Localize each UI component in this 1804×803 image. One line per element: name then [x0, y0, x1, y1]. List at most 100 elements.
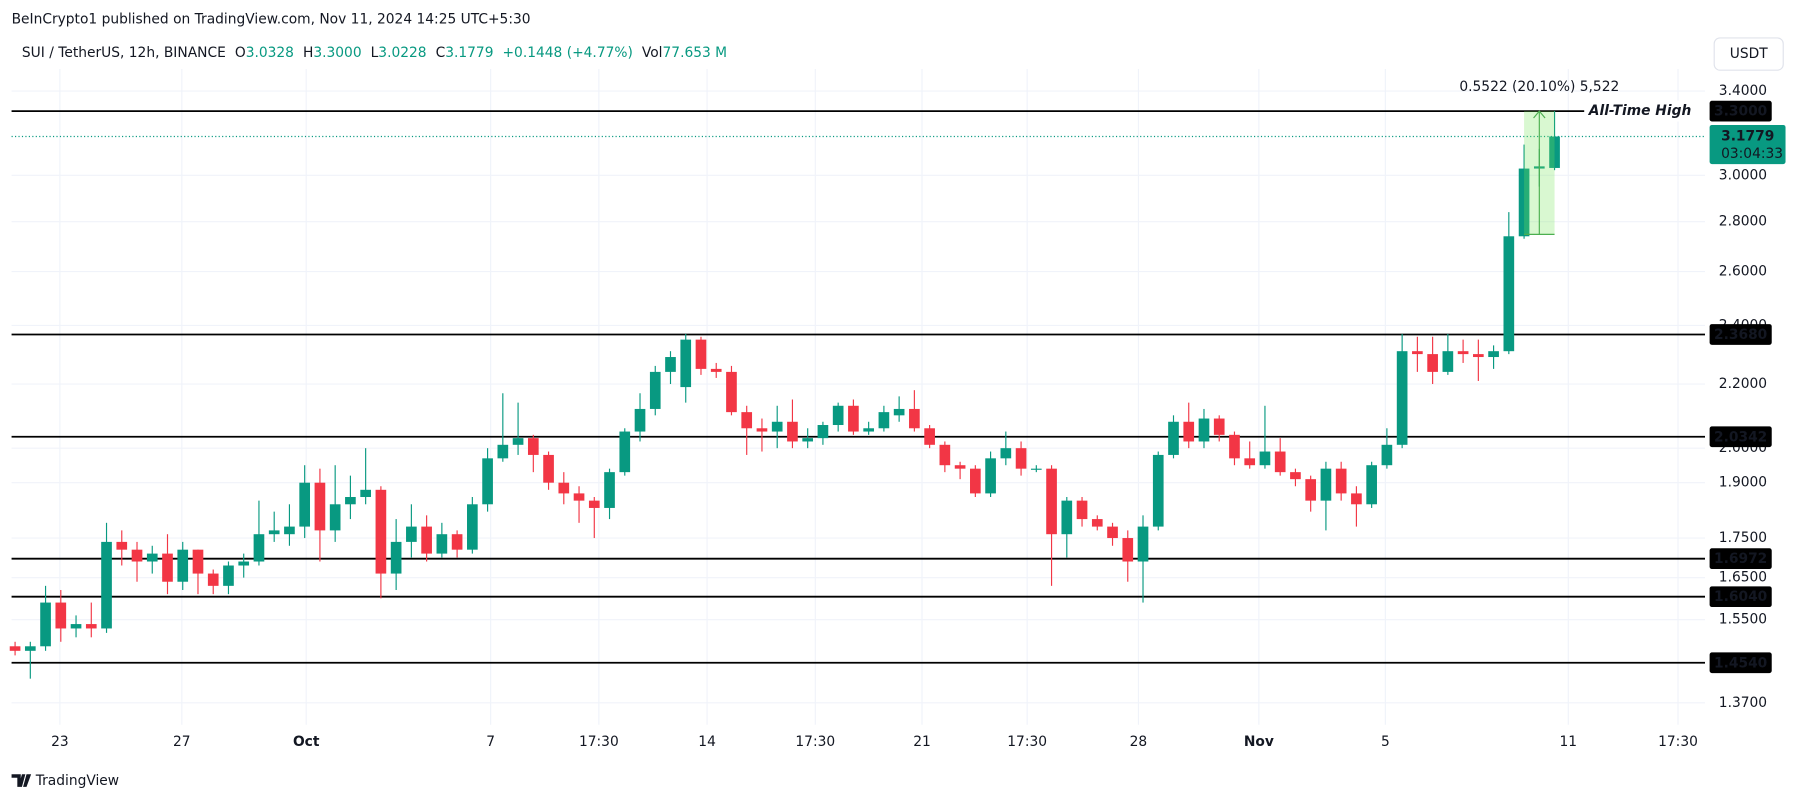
candle-body	[771, 421, 783, 432]
level-label: 3.3000	[1714, 104, 1767, 120]
candle-body	[512, 438, 524, 445]
measure-label: 0.5522 (20.10%) 5,522	[1459, 79, 1619, 95]
ohlc-key: L	[371, 45, 379, 61]
change: +0.1448 (+4.77%)	[502, 45, 632, 61]
candle-body	[192, 549, 204, 574]
candle-body	[726, 371, 737, 413]
candle-body	[1381, 444, 1393, 466]
candle-body	[802, 438, 814, 442]
candle-body	[1229, 434, 1240, 459]
levels	[11, 110, 1706, 664]
candle-body	[1061, 500, 1073, 535]
y-tick-label: 1.7500	[1719, 530, 1767, 546]
ohlc-value: 3.3000	[313, 45, 361, 61]
candle-body	[116, 541, 128, 550]
candle-body	[878, 412, 890, 429]
level-label-box	[1709, 586, 1772, 608]
x-tick-label: 27	[173, 734, 191, 750]
candle-body	[817, 425, 829, 439]
y-tick-label: 3.0000	[1719, 167, 1767, 183]
candle-body	[482, 458, 493, 505]
level-label-box	[1709, 324, 1772, 345]
candle-body	[954, 465, 966, 469]
candle-body	[787, 421, 798, 442]
candle-body	[680, 339, 692, 388]
candle-body	[1549, 136, 1560, 168]
candle-body	[1290, 472, 1301, 480]
candle-body	[695, 339, 707, 369]
x-tick-label: 7	[486, 734, 495, 750]
candle-body	[649, 371, 661, 409]
x-tick-label: 17:30	[1007, 734, 1047, 750]
candle-body	[1518, 168, 1530, 237]
x-tick-label: 17:30	[1658, 734, 1698, 750]
candle-body	[314, 482, 326, 531]
footer-text: TradingView	[35, 773, 119, 789]
candle-body	[756, 428, 768, 432]
candle-body	[284, 526, 295, 535]
candle-body	[1091, 519, 1103, 527]
candle-body	[177, 549, 189, 582]
candle-body	[1320, 468, 1332, 501]
symbol-legend: SUI / TetherUS, 12h, BINANCE O3.0328 H3.…	[22, 45, 727, 61]
candle-body	[299, 482, 311, 527]
candle-body	[527, 438, 539, 455]
measure-arrowhead	[1533, 110, 1546, 119]
candle-body	[1152, 454, 1164, 527]
y-tick-label: 2.6000	[1719, 264, 1767, 280]
candle-body	[268, 530, 280, 535]
candle-body	[1198, 418, 1210, 442]
volume-key: Vol	[642, 45, 663, 61]
candle-body	[604, 472, 615, 508]
currency-label: USDT	[1730, 46, 1768, 62]
x-tick-label: 21	[913, 734, 931, 750]
ohlc-value: 3.1779	[445, 45, 493, 61]
level-label-box	[1709, 100, 1772, 122]
candle-body	[939, 444, 951, 466]
candle-body	[162, 553, 173, 582]
level-label-box	[1709, 652, 1772, 674]
candle-body	[1259, 451, 1271, 466]
y-tick-label: 1.5500	[1719, 612, 1767, 628]
candle-body	[360, 489, 371, 498]
candle-body	[253, 534, 265, 562]
candle-body	[970, 468, 981, 494]
annotation: All-Time High	[1588, 103, 1692, 119]
level-label: 1.6040	[1714, 589, 1767, 605]
candle-body	[1168, 421, 1179, 455]
symbol: SUI / TetherUS, 12h, BINANCE	[22, 45, 226, 61]
level-label: 1.4540	[1714, 655, 1767, 671]
candle-body	[1213, 418, 1225, 435]
candle-body	[375, 489, 387, 574]
candle-body	[55, 602, 67, 629]
y-tick-label: 2.2000	[1719, 376, 1767, 392]
y-tick-label: 1.6500	[1719, 570, 1767, 586]
candle-body	[558, 482, 570, 494]
x-tick-label: Nov	[1244, 734, 1274, 750]
candle-body	[207, 573, 219, 586]
x-tick-label: 14	[698, 734, 716, 750]
candle-body	[909, 408, 920, 429]
candle-body	[1107, 526, 1118, 539]
grid: 3.40003.00002.80002.60002.40002.20002.00…	[11, 69, 1767, 725]
level-label: 1.6972	[1714, 551, 1767, 567]
x-tick-label: Oct	[293, 734, 320, 750]
last-price-label: 3.1779	[1721, 128, 1774, 144]
candle-body	[131, 549, 143, 562]
candle-body	[1351, 493, 1362, 505]
candle-body	[1488, 351, 1499, 358]
candle-body	[1183, 421, 1195, 442]
candle-body	[1457, 351, 1469, 355]
x-tick-label: 5	[1381, 734, 1390, 750]
candle-body	[40, 602, 51, 647]
candle-body	[329, 504, 341, 531]
candle-body	[1442, 351, 1454, 372]
candle-body	[1015, 448, 1027, 469]
currency-button[interactable]	[1713, 37, 1784, 71]
ohlc-value: 3.0328	[246, 45, 294, 61]
candle-body	[1396, 351, 1408, 445]
candle-body	[406, 526, 417, 542]
y-tick-label: 2.8000	[1719, 214, 1767, 230]
candle-body	[1076, 500, 1088, 520]
